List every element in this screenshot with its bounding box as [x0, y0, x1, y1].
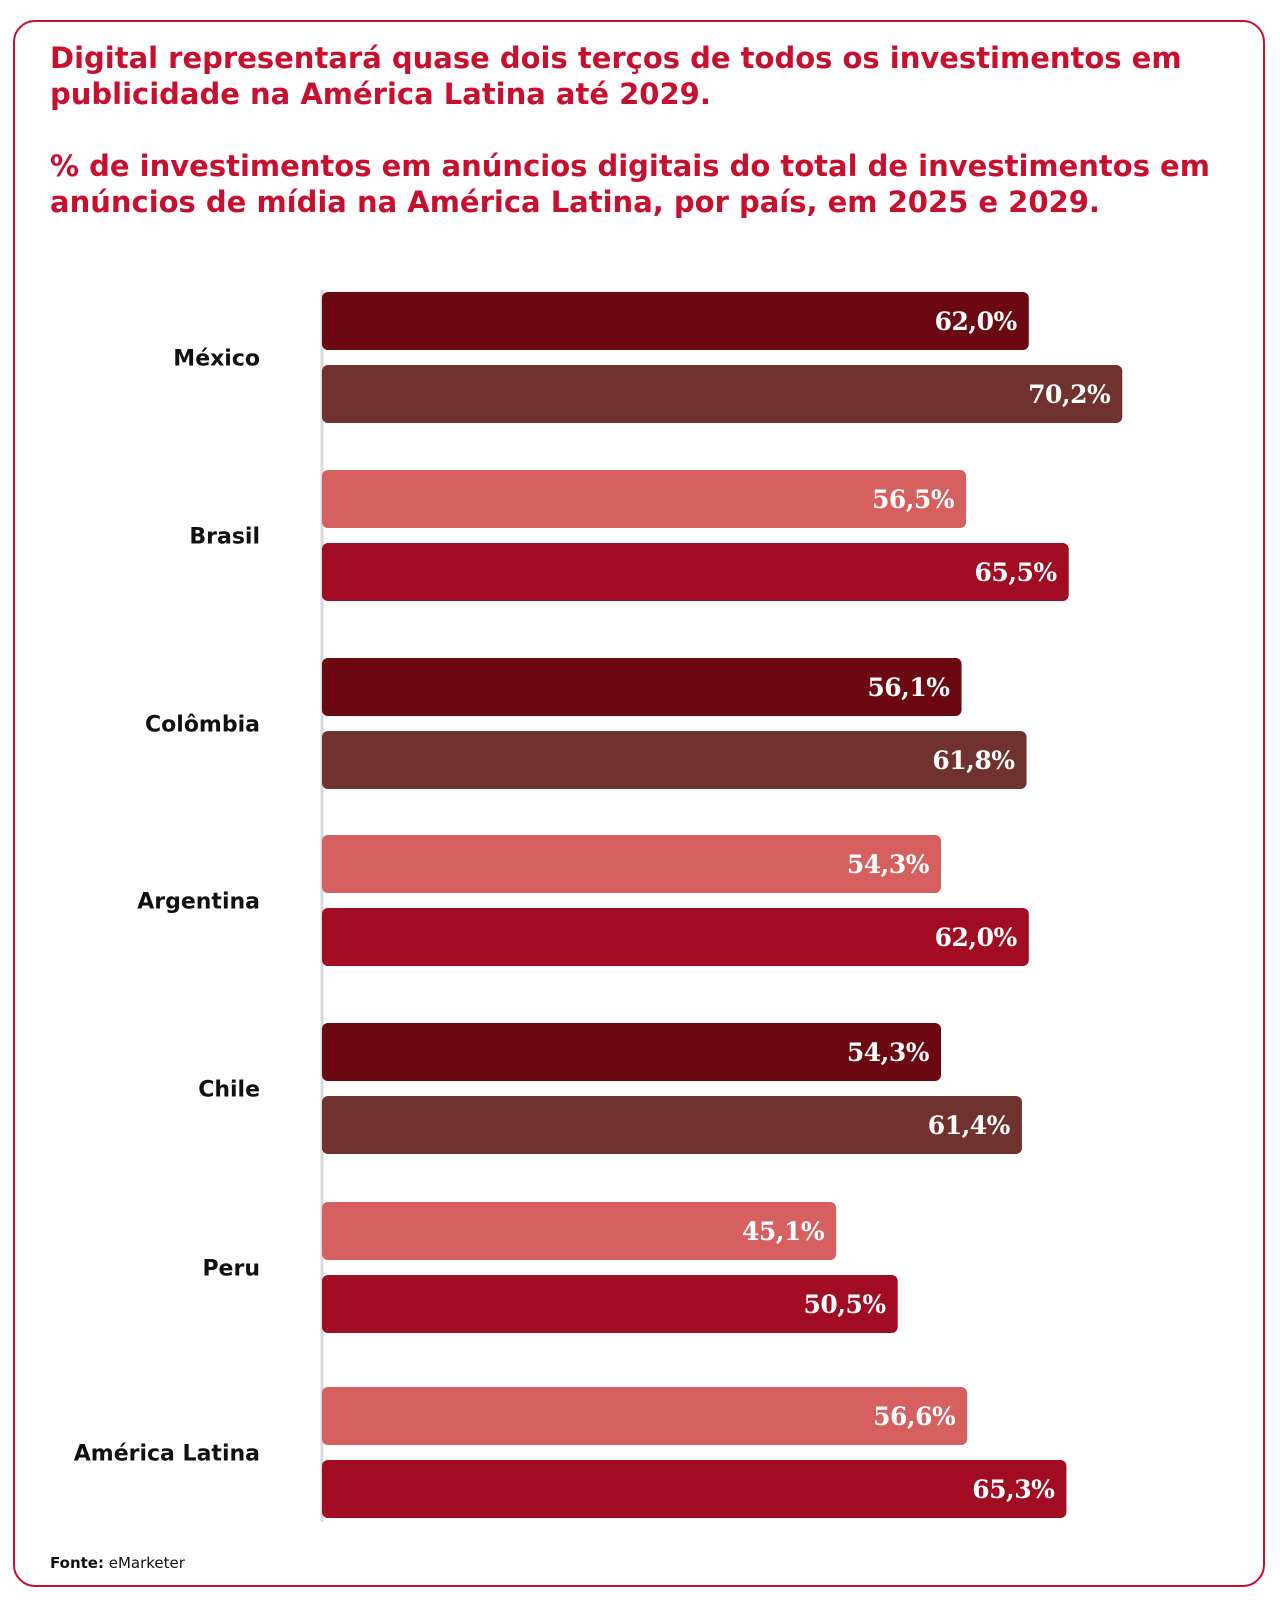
bar-2029-5 [322, 1096, 1022, 1154]
category-label-6: Peru [202, 1257, 260, 1282]
bar-2025-3 [322, 658, 962, 716]
category-label-2: Brasil [189, 525, 260, 550]
bar-2025-6 [322, 1202, 837, 1260]
chart-subtitle: % de investimentos em anúncios digitais … [50, 149, 1210, 219]
category-label-1: México [173, 347, 260, 372]
bar-2029-1 [322, 365, 1123, 423]
bar-label-2029-2: 65,5% [975, 558, 1058, 587]
bar-2025-5 [322, 1023, 942, 1081]
bar-label-2029-3: 61,8% [932, 746, 1015, 775]
bar-label-2025-2: 56,5% [872, 485, 955, 514]
bar-label-2029-4: 62,0% [935, 923, 1018, 952]
bar-2029-7 [322, 1460, 1067, 1518]
bar-label-2025-6: 45,1% [742, 1217, 825, 1246]
bar-label-2029-1: 70,2% [1028, 380, 1111, 409]
category-labels-group: México Brasil Colômbia Argentina Chile Peru Am… [74, 347, 260, 1467]
bar-label-2025-5: 54,3% [847, 1038, 930, 1067]
source-note: Fonte: eMarketer [50, 1554, 185, 1572]
bar-2029-3 [322, 731, 1027, 789]
source-label: Fonte: [50, 1554, 104, 1572]
category-label-7: América Latina [74, 1442, 260, 1467]
bar-label-2029-5: 61,4% [928, 1111, 1011, 1140]
bar-2025-1 [322, 292, 1029, 350]
bar-label-2029-6: 50,5% [804, 1290, 887, 1319]
bars-group: 62,0% 70,2% 56,5% 65,5% 56,1% 61,8% 54,3% 62,0%… [322, 292, 1123, 1518]
bar-label-2025-7: 56,6% [873, 1402, 956, 1431]
category-label-5: Chile [198, 1078, 260, 1103]
bar-2029-2 [322, 543, 1069, 601]
category-label-3: Colômbia [145, 713, 260, 738]
bar-label-2025-1: 62,0% [935, 307, 1018, 336]
bar-label-2029-7: 65,3% [972, 1475, 1055, 1504]
chart-title: Digital representará quase dois terços d… [50, 41, 1182, 111]
bar-2029-6 [322, 1275, 898, 1333]
bar-2029-4 [322, 908, 1029, 966]
bar-label-2025-3: 56,1% [867, 673, 950, 702]
bar-2025-2 [322, 470, 967, 528]
bar-label-2025-4: 54,3% [847, 850, 930, 879]
bar-2025-4 [322, 835, 942, 893]
category-label-4: Argentina [137, 890, 260, 915]
bar-2025-7 [322, 1387, 968, 1445]
source-value: eMarketer [108, 1554, 185, 1572]
